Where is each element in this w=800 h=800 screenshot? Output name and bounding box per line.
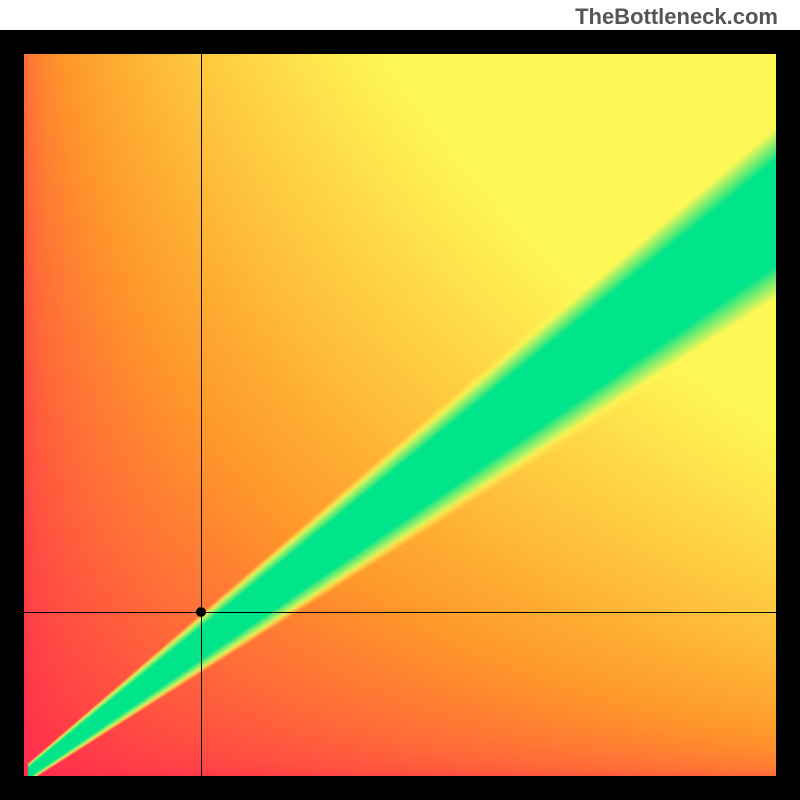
chart-container: TheBottleneck.com	[0, 0, 800, 800]
plot-area	[24, 54, 776, 776]
heatmap-canvas	[24, 54, 776, 776]
crosshair-marker	[196, 607, 206, 617]
crosshair-horizontal	[24, 612, 776, 613]
attribution-text: TheBottleneck.com	[575, 4, 778, 30]
crosshair-vertical	[201, 54, 202, 776]
